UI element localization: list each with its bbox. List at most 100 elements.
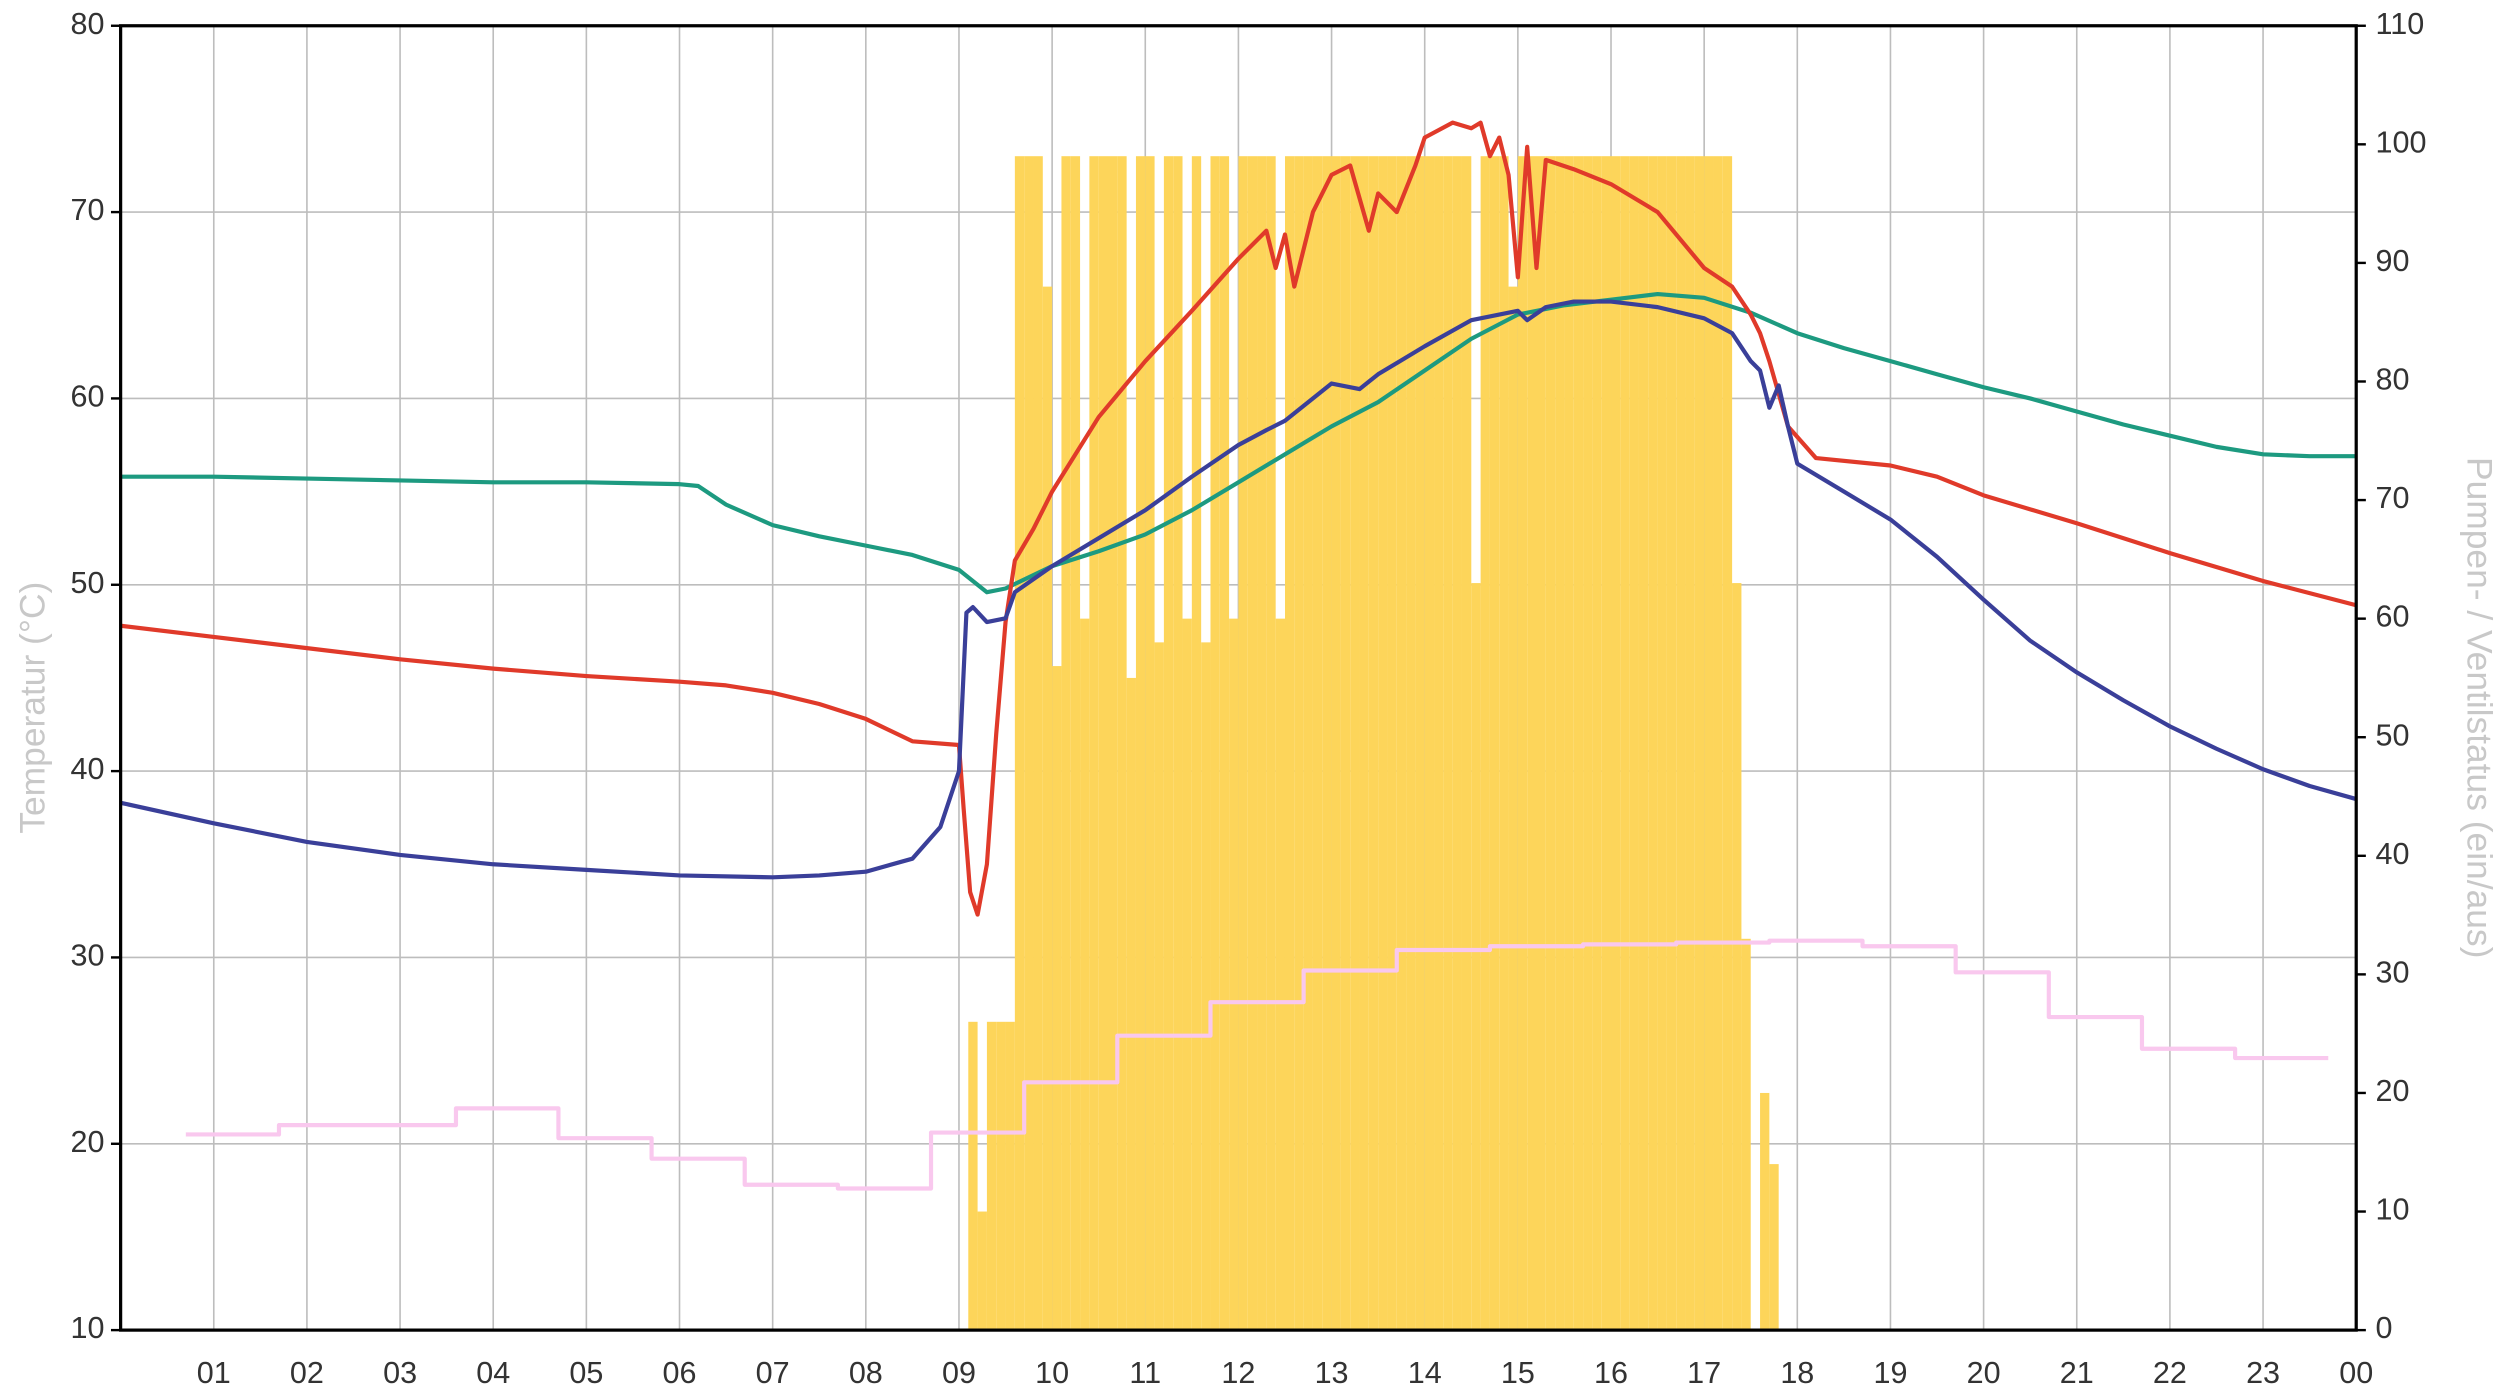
x-tick-label: 06 <box>663 1356 697 1389</box>
pump-bar <box>1312 156 1323 1331</box>
pump-bar <box>1583 156 1593 1331</box>
y2-tick-label: 90 <box>2376 244 2410 278</box>
x-tick-label: 02 <box>290 1356 324 1389</box>
pump-bar <box>1340 156 1351 1331</box>
pump-bar <box>1257 156 1267 1331</box>
x-tick-label: 01 <box>197 1356 231 1389</box>
x-tick-label: 13 <box>1315 1356 1349 1389</box>
temperature-line <box>120 299 2357 880</box>
pump-bar <box>1648 156 1658 1331</box>
pump-bar <box>1620 156 1630 1331</box>
pump-bar <box>1666 156 1677 1331</box>
pump-bar <box>1387 156 1397 1331</box>
y2-tick-label: 60 <box>2376 600 2410 634</box>
pump-bar <box>1024 156 1034 1331</box>
pump-bar <box>1350 156 1360 1331</box>
pump-bar <box>1489 156 1500 1331</box>
pump-bar <box>1629 156 1639 1331</box>
y2-tick-label: 40 <box>2376 837 2410 871</box>
pump-bar <box>1722 156 1733 1331</box>
y2-tick-label: 70 <box>2376 481 2410 515</box>
pump-bar <box>1294 156 1304 1331</box>
x-tick-label: 14 <box>1408 1356 1442 1389</box>
pump-bar <box>1098 156 1109 1331</box>
y-tick-label: 50 <box>71 566 105 600</box>
pump-bar <box>1266 156 1276 1331</box>
x-tick-label: 15 <box>1501 1356 1535 1389</box>
pump-bar <box>1769 1164 1779 1331</box>
y2-axis-title: Pumpen- / Ventilstatus (ein/aus) <box>2459 457 2498 958</box>
pump-bar <box>1154 642 1164 1331</box>
x-tick-label: 21 <box>2060 1356 2094 1389</box>
pump-bar <box>1108 156 1118 1331</box>
pump-bar <box>1499 156 1509 1331</box>
pump-bar <box>968 1021 978 1331</box>
pump-bar <box>1173 156 1183 1331</box>
pump-bar <box>1247 156 1258 1331</box>
pump-bar <box>1564 156 1574 1331</box>
pump-bar <box>1378 156 1388 1331</box>
y2-tick-label: 110 <box>2376 7 2425 41</box>
pump-bar <box>1126 677 1136 1331</box>
x-tick-label: 17 <box>1687 1356 1721 1389</box>
pump-bar <box>1685 156 1695 1331</box>
y2-tick-label: 80 <box>2376 363 2410 397</box>
pump-bar <box>1415 156 1425 1331</box>
y-tick-label: 60 <box>71 379 105 413</box>
pump-bar <box>1089 156 1099 1331</box>
y-tick-label: 80 <box>71 7 105 41</box>
pump-bar <box>1527 156 1537 1331</box>
pump-bar <box>977 1211 987 1331</box>
pump-bar <box>1545 156 1556 1331</box>
x-tick-label: 03 <box>383 1356 417 1389</box>
x-tick-label: 18 <box>1780 1356 1814 1389</box>
pump-bar <box>1434 156 1444 1331</box>
pump-bar <box>1033 156 1043 1331</box>
pump-bar <box>1713 156 1723 1331</box>
pump-bar <box>1592 156 1602 1331</box>
pump-bar <box>1573 156 1584 1331</box>
x-tick-label: 05 <box>569 1356 603 1389</box>
y-axis-title: Temperatur (°C) <box>14 582 53 834</box>
y2-tick-label: 10 <box>2376 1193 2410 1227</box>
x-tick-label: 10 <box>1035 1356 1069 1389</box>
pump-bar <box>1517 156 1528 1331</box>
pump-bar <box>1117 156 1127 1331</box>
temperature-line <box>120 120 2357 917</box>
pump-bar <box>1480 156 1490 1331</box>
pump-bar <box>1163 156 1174 1331</box>
pump-bar <box>1657 156 1667 1331</box>
pump-bar <box>1322 156 1332 1331</box>
pump-bar <box>1406 156 1416 1331</box>
pump-bar <box>996 1021 1006 1331</box>
pump-bar <box>1303 156 1313 1331</box>
x-tick-label: 19 <box>1873 1356 1907 1389</box>
pump-bar <box>1424 156 1435 1331</box>
pump-bar <box>1638 156 1649 1331</box>
pump-bar <box>1284 156 1295 1331</box>
pump-bar <box>1601 156 1612 1331</box>
pump-bar <box>1611 156 1621 1331</box>
step-line <box>185 938 2329 1191</box>
pump-bar <box>1238 156 1248 1331</box>
pump-bar <box>1052 666 1062 1331</box>
y-tick-label: 70 <box>71 193 105 227</box>
pump-bar <box>1760 1092 1770 1331</box>
x-tick-label: 12 <box>1221 1356 1255 1389</box>
x-tick-label: 04 <box>476 1356 510 1389</box>
pump-bar <box>1508 286 1518 1331</box>
pump-bar <box>1741 938 1751 1331</box>
pump-bar <box>1080 618 1090 1331</box>
x-tick-label: 23 <box>2246 1356 2280 1389</box>
pump-bar <box>1732 583 1742 1331</box>
pump-bar <box>1704 156 1714 1331</box>
pump-bar <box>1191 156 1202 1331</box>
y2-tick-label: 50 <box>2376 718 2410 752</box>
pump-bar <box>1275 618 1285 1331</box>
pump-bar <box>1359 156 1369 1331</box>
y-tick-label: 10 <box>71 1311 105 1345</box>
x-tick-label: 00 <box>2339 1356 2373 1389</box>
pump-bar <box>1014 156 1025 1331</box>
